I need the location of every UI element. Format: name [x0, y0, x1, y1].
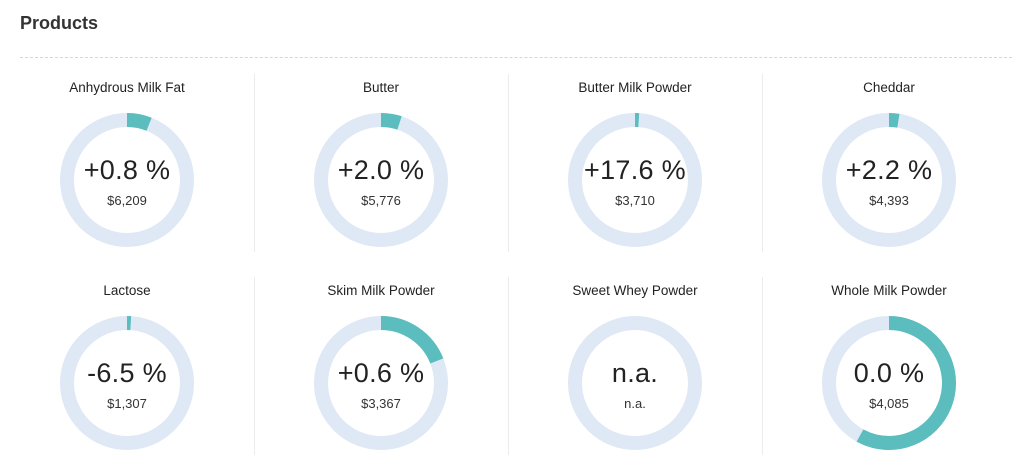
percent-change: +0.6 % [337, 358, 425, 388]
product-name: Anhydrous Milk Fat [69, 80, 185, 95]
price-value: $3,367 [361, 396, 401, 411]
product-name: Butter Milk Powder [578, 80, 692, 95]
percent-change: +17.6 % [584, 155, 686, 185]
donut-fill [822, 113, 956, 247]
donut-ring [314, 316, 448, 450]
donut-ring [568, 113, 702, 247]
donut-ring [60, 316, 194, 450]
donut-fill [60, 316, 194, 450]
percent-change: 0.0 % [853, 358, 925, 388]
column-divider [762, 74, 763, 252]
product-name: Lactose [103, 283, 151, 298]
product-name: Skim Milk Powder [327, 283, 435, 298]
percent-change: +2.2 % [845, 155, 933, 185]
product-card-whole-milk-powder[interactable]: Whole Milk Powder 0.0 % $4,085 [762, 263, 1016, 466]
donut-chart: 0.0 % $4,085 [820, 314, 958, 452]
product-card-butter-milk-powder[interactable]: Butter Milk Powder +17.6 % $3,710 [508, 60, 762, 263]
column-divider [254, 277, 255, 455]
donut-fill [314, 316, 448, 450]
product-card-anhydrous-milk-fat[interactable]: Anhydrous Milk Fat +0.8 % $6,209 [0, 60, 254, 263]
donut-chart: n.a. n.a. [566, 314, 704, 452]
product-card-cheddar[interactable]: Cheddar +2.2 % $4,393 [762, 60, 1016, 263]
percent-change: -6.5 % [87, 358, 167, 388]
donut-chart: +2.0 % $5,776 [312, 111, 450, 249]
donut-chart: +17.6 % $3,710 [566, 111, 704, 249]
donut-ring [568, 316, 702, 450]
column-divider [508, 277, 509, 455]
price-value: $4,393 [869, 193, 909, 208]
column-divider [762, 277, 763, 455]
donut-fill [822, 316, 956, 450]
product-name: Sweet Whey Powder [572, 283, 698, 298]
percent-change: +2.0 % [337, 155, 425, 185]
product-name: Cheddar [863, 80, 915, 95]
percent-change: +0.8 % [83, 155, 171, 185]
price-value: $4,085 [869, 396, 909, 411]
products-grid: Anhydrous Milk Fat +0.8 % $6,209 Butter … [0, 60, 1016, 475]
donut-fill [314, 113, 448, 247]
product-name: Butter [362, 80, 400, 95]
donut-chart: +0.6 % $3,367 [312, 314, 450, 452]
section-title: Products [20, 13, 99, 33]
product-card-sweet-whey-powder[interactable]: Sweet Whey Powder n.a. n.a. [508, 263, 762, 466]
price-value: n.a. [624, 396, 646, 411]
donut-ring [822, 316, 956, 450]
price-value: $5,776 [361, 193, 401, 208]
donut-fill [568, 113, 702, 247]
donut-ring [314, 113, 448, 247]
column-divider [508, 74, 509, 252]
donut-chart: +0.8 % $6,209 [58, 111, 196, 249]
donut-chart: +2.2 % $4,393 [820, 111, 958, 249]
donut-track [568, 316, 702, 450]
price-value: $3,710 [615, 193, 655, 208]
percent-change: n.a. [611, 358, 659, 388]
price-value: $6,209 [107, 193, 147, 208]
product-card-skim-milk-powder[interactable]: Skim Milk Powder +0.6 % $3,367 [254, 263, 508, 466]
donut-fill [60, 113, 194, 247]
donut-ring [60, 113, 194, 247]
donut-chart: -6.5 % $1,307 [58, 314, 196, 452]
title-divider [20, 57, 1012, 58]
product-card-butter[interactable]: Butter +2.0 % $5,776 [254, 60, 508, 263]
donut-ring [822, 113, 956, 247]
product-card-lactose[interactable]: Lactose -6.5 % $1,307 [0, 263, 254, 466]
product-name: Whole Milk Powder [831, 283, 947, 298]
column-divider [254, 74, 255, 252]
price-value: $1,307 [107, 396, 147, 411]
